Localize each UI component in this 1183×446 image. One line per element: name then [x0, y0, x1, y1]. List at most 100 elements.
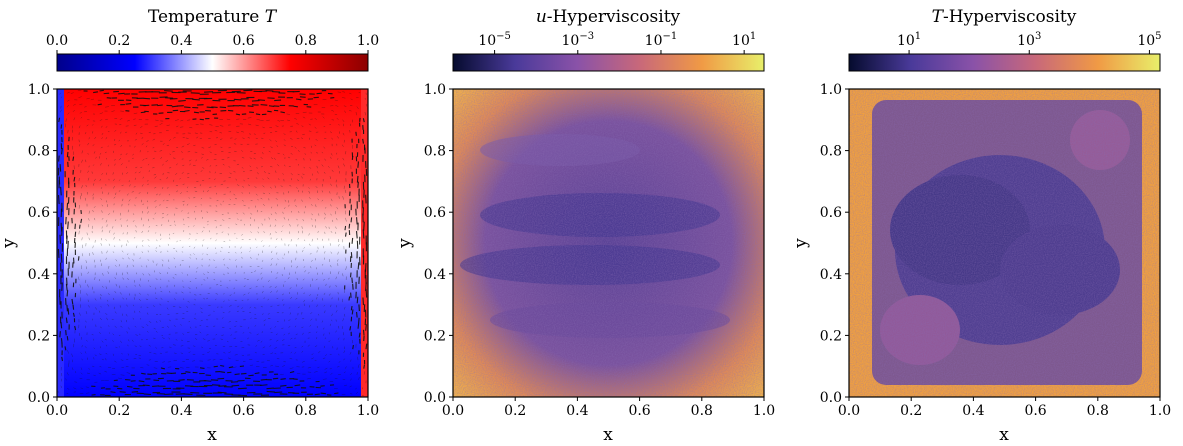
velocity-arrow	[133, 186, 136, 188]
velocity-arrow	[127, 353, 129, 356]
velocity-arrow	[188, 197, 190, 199]
velocity-arrow	[289, 312, 292, 315]
velocity-arrow	[268, 192, 271, 195]
velocity-arrow	[294, 346, 297, 349]
velocity-arrow	[159, 278, 162, 280]
velocity-arrow	[108, 293, 110, 296]
velocity-arrow	[232, 366, 237, 368]
velocity-arrow	[310, 312, 313, 315]
velocity-arrow	[133, 297, 136, 300]
velocity-arrow	[128, 339, 130, 342]
velocity-arrow	[81, 345, 83, 348]
velocity-arrow	[158, 193, 161, 196]
velocity-arrow	[184, 106, 191, 109]
x-axis-label-temperature: x	[207, 425, 217, 445]
velocity-arrow	[362, 297, 365, 306]
velocity-arrow	[71, 298, 74, 305]
velocity-arrow	[349, 351, 352, 355]
velocity-arrow	[135, 334, 138, 336]
velocity-arrow	[324, 212, 326, 216]
velocity-arrow	[324, 206, 327, 209]
velocity-arrow	[153, 327, 156, 330]
velocity-arrow	[308, 197, 311, 200]
velocity-arrow	[250, 231, 252, 233]
y-tick-label: 0.6	[424, 205, 446, 221]
velocity-arrow	[233, 98, 242, 101]
velocity-arrow	[138, 333, 141, 336]
velocity-arrow	[321, 164, 324, 167]
x-tick-label: 0.2	[108, 403, 130, 419]
velocity-arrow	[269, 327, 272, 330]
velocity-arrow	[330, 153, 333, 156]
velocity-arrow	[324, 217, 326, 220]
velocity-arrow	[331, 313, 333, 317]
velocity-arrow	[119, 118, 123, 120]
velocity-arrow	[355, 131, 357, 136]
velocity-arrow	[342, 132, 345, 136]
y-tick-label: 0.2	[820, 328, 842, 344]
velocity-arrow	[67, 112, 70, 115]
velocity-arrow	[155, 232, 157, 234]
velocity-arrow	[237, 184, 240, 186]
y-tick-label: 0.4	[424, 267, 446, 283]
velocity-arrow	[132, 317, 135, 320]
velocity-arrow	[270, 166, 273, 168]
velocity-arrow	[290, 178, 292, 181]
velocity-arrow	[131, 391, 139, 393]
velocity-arrow	[296, 277, 298, 280]
colorbar-tick-label: 1.0	[357, 33, 379, 49]
velocity-arrow	[93, 91, 99, 94]
velocity-arrow	[115, 219, 117, 222]
velocity-arrow	[102, 285, 104, 288]
velocity-arrow	[146, 324, 149, 326]
velocity-arrow	[295, 297, 298, 300]
velocity-arrow	[316, 238, 319, 241]
velocity-arrow	[301, 287, 303, 289]
velocity-arrow	[249, 287, 252, 290]
velocity-arrow	[302, 332, 304, 335]
velocity-arrow	[127, 344, 129, 347]
velocity-arrow	[337, 158, 339, 160]
velocity-arrow	[216, 284, 219, 286]
velocity-arrow	[155, 346, 158, 349]
velocity-arrow	[208, 177, 211, 180]
velocity-arrow	[166, 213, 169, 216]
velocity-arrow	[284, 164, 286, 167]
velocity-arrow	[256, 246, 258, 248]
velocity-arrow	[174, 352, 177, 354]
velocity-arrow	[206, 211, 208, 214]
velocity-arrow	[282, 225, 284, 227]
velocity-arrow	[202, 253, 204, 255]
velocity-arrow	[148, 344, 151, 347]
velocity-arrow	[180, 151, 183, 153]
velocity-arrow	[233, 193, 236, 196]
velocity-arrow	[100, 317, 102, 321]
velocity-arrow	[100, 293, 102, 297]
velocity-arrow	[159, 272, 162, 274]
velocity-arrow	[155, 278, 158, 280]
velocity-arrow	[81, 237, 83, 241]
velocity-arrow	[92, 245, 94, 249]
velocity-arrow	[341, 326, 344, 329]
velocity-arrow	[114, 265, 117, 267]
velocity-arrow	[309, 166, 312, 169]
velocity-arrow	[167, 243, 169, 246]
velocity-arrow	[114, 290, 117, 294]
velocity-arrow	[260, 378, 268, 381]
velocity-arrow	[314, 371, 318, 373]
velocity-arrow	[106, 250, 108, 254]
x-axis-label-t-hyperviscosity: x	[999, 425, 1009, 445]
velocity-arrow	[240, 246, 242, 249]
velocity-arrow	[255, 124, 259, 127]
velocity-arrow	[99, 353, 102, 355]
velocity-arrow	[196, 180, 199, 182]
velocity-arrow	[95, 307, 97, 310]
velocity-arrow	[348, 296, 351, 301]
velocity-arrow	[181, 291, 184, 294]
velocity-arrow	[213, 178, 216, 180]
velocity-arrow	[281, 238, 283, 241]
velocity-arrow	[138, 298, 142, 301]
velocity-arrow	[337, 271, 340, 275]
velocity-arrow	[79, 112, 83, 114]
velocity-arrow	[296, 130, 298, 133]
